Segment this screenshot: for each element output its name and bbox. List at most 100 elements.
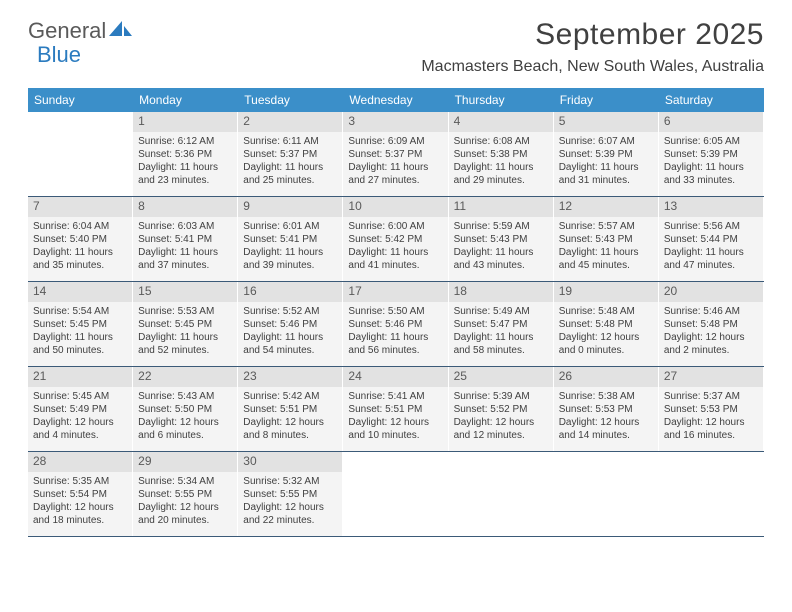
day-cell: 20 Sunrise: 5:46 AMSunset: 5:48 PMDayligh… bbox=[659, 282, 764, 366]
daylight-text: Daylight: 12 hours bbox=[348, 416, 442, 429]
daylight-text: and 43 minutes. bbox=[454, 259, 548, 272]
sunset-text: Sunset: 5:41 PM bbox=[243, 233, 337, 246]
sunset-text: Sunset: 5:53 PM bbox=[559, 403, 653, 416]
sunset-text: Sunset: 5:49 PM bbox=[33, 403, 127, 416]
day-cell: 22Sunrise: 5:43 AMSunset: 5:50 PMDayligh… bbox=[133, 367, 238, 451]
daylight-text: and 50 minutes. bbox=[33, 344, 127, 357]
day-number: 22 bbox=[133, 367, 237, 387]
daylight-text: and 20 minutes. bbox=[138, 514, 232, 527]
day-cell: 21Sunrise: 5:45 AMSunset: 5:49 PMDayligh… bbox=[28, 367, 133, 451]
empty-cell bbox=[659, 452, 764, 536]
day-cell: 29Sunrise: 5:34 AMSunset: 5:55 PMDayligh… bbox=[133, 452, 238, 536]
sunrise-text: Sunrise: 6:05 AM bbox=[664, 135, 758, 148]
day-cell: 14Sunrise: 5:54 AMSunset: 5:45 PMDayligh… bbox=[28, 282, 133, 366]
sunrise-text: Sunrise: 5:56 AM bbox=[664, 220, 758, 233]
sunrise-text: Sunrise: 6:03 AM bbox=[138, 220, 232, 233]
day-number: 3 bbox=[343, 112, 447, 132]
daylight-text: Daylight: 11 hours bbox=[243, 246, 337, 259]
day-number: 20 bbox=[659, 282, 763, 302]
sunrise-text: Sunrise: 5:53 AM bbox=[138, 305, 232, 318]
day-cell: 27Sunrise: 5:37 AMSunset: 5:53 PMDayligh… bbox=[659, 367, 764, 451]
sunrise-text: Sunrise: 6:11 AM bbox=[243, 135, 337, 148]
sunset-text: Sunset: 5:46 PM bbox=[243, 318, 337, 331]
sunrise-text: Sunrise: 6:04 AM bbox=[33, 220, 127, 233]
day-cell: 28Sunrise: 5:35 AMSunset: 5:54 PMDayligh… bbox=[28, 452, 133, 536]
sunset-text: Sunset: 5:52 PM bbox=[454, 403, 548, 416]
day-number: 28 bbox=[28, 452, 132, 472]
sunrise-text: Sunrise: 5:42 AM bbox=[243, 390, 337, 403]
daylight-text: Daylight: 11 hours bbox=[243, 331, 337, 344]
weekday-header-row: SundayMondayTuesdayWednesdayThursdayFrid… bbox=[28, 88, 764, 112]
day-number: 1 bbox=[133, 112, 237, 132]
daylight-text: and 6 minutes. bbox=[138, 429, 232, 442]
day-cell: 13Sunrise: 5:56 AMSunset: 5:44 PMDayligh… bbox=[659, 197, 764, 281]
daylight-text: Daylight: 11 hours bbox=[664, 161, 758, 174]
daylight-text: and 23 minutes. bbox=[138, 174, 232, 187]
daylight-text: Daylight: 11 hours bbox=[138, 246, 232, 259]
sunrise-text: Sunrise: 5:32 AM bbox=[243, 475, 337, 488]
sunset-text: Sunset: 5:54 PM bbox=[33, 488, 127, 501]
daylight-text: and 4 minutes. bbox=[33, 429, 127, 442]
daylight-text: and 18 minutes. bbox=[33, 514, 127, 527]
sunset-text: Sunset: 5:39 PM bbox=[559, 148, 653, 161]
daylight-text: Daylight: 11 hours bbox=[559, 161, 653, 174]
sunrise-text: Sunrise: 5:37 AM bbox=[664, 390, 758, 403]
sunrise-text: Sunrise: 6:08 AM bbox=[454, 135, 548, 148]
day-cell: 17Sunrise: 5:50 AMSunset: 5:46 PMDayligh… bbox=[343, 282, 448, 366]
sunset-text: Sunset: 5:45 PM bbox=[33, 318, 127, 331]
daylight-text: Daylight: 12 hours bbox=[243, 501, 337, 514]
day-number: 4 bbox=[449, 112, 553, 132]
daylight-text: Daylight: 11 hours bbox=[664, 246, 758, 259]
daylight-text: and 47 minutes. bbox=[664, 259, 758, 272]
sunrise-text: Sunrise: 6:12 AM bbox=[138, 135, 232, 148]
sunrise-text: Sunrise: 5:46 AM bbox=[664, 305, 758, 318]
day-cell: 2 Sunrise: 6:11 AMSunset: 5:37 PMDaylight… bbox=[238, 112, 343, 196]
daylight-text: and 14 minutes. bbox=[559, 429, 653, 442]
sunset-text: Sunset: 5:37 PM bbox=[243, 148, 337, 161]
day-cell: 19Sunrise: 5:48 AMSunset: 5:48 PMDayligh… bbox=[554, 282, 659, 366]
daylight-text: and 27 minutes. bbox=[348, 174, 442, 187]
weekday-header: Monday bbox=[133, 88, 238, 112]
empty-cell bbox=[554, 452, 659, 536]
daylight-text: and 2 minutes. bbox=[664, 344, 758, 357]
daylight-text: and 10 minutes. bbox=[348, 429, 442, 442]
sunrise-text: Sunrise: 5:59 AM bbox=[454, 220, 548, 233]
day-cell: 16Sunrise: 5:52 AMSunset: 5:46 PMDayligh… bbox=[238, 282, 343, 366]
sunrise-text: Sunrise: 5:34 AM bbox=[138, 475, 232, 488]
day-number: 23 bbox=[238, 367, 342, 387]
daylight-text: Daylight: 11 hours bbox=[33, 246, 127, 259]
daylight-text: Daylight: 11 hours bbox=[559, 246, 653, 259]
day-cell: 23Sunrise: 5:42 AMSunset: 5:51 PMDayligh… bbox=[238, 367, 343, 451]
daylight-text: Daylight: 11 hours bbox=[243, 161, 337, 174]
daylight-text: and 35 minutes. bbox=[33, 259, 127, 272]
day-number: 13 bbox=[659, 197, 763, 217]
daylight-text: Daylight: 11 hours bbox=[348, 246, 442, 259]
sunrise-text: Sunrise: 5:49 AM bbox=[454, 305, 548, 318]
day-number: 2 bbox=[238, 112, 342, 132]
day-cell: 24Sunrise: 5:41 AMSunset: 5:51 PMDayligh… bbox=[343, 367, 448, 451]
sunset-text: Sunset: 5:37 PM bbox=[348, 148, 442, 161]
daylight-text: and 29 minutes. bbox=[454, 174, 548, 187]
sunset-text: Sunset: 5:50 PM bbox=[138, 403, 232, 416]
day-number: 14 bbox=[28, 282, 132, 302]
daylight-text: Daylight: 11 hours bbox=[348, 161, 442, 174]
day-number: 19 bbox=[554, 282, 658, 302]
day-number: 6 bbox=[659, 112, 763, 132]
day-number: 17 bbox=[343, 282, 447, 302]
daylight-text: and 25 minutes. bbox=[243, 174, 337, 187]
daylight-text: and 41 minutes. bbox=[348, 259, 442, 272]
sunset-text: Sunset: 5:48 PM bbox=[664, 318, 758, 331]
day-number: 24 bbox=[343, 367, 447, 387]
calendar-row: 1Sunrise: 6:12 AMSunset: 5:36 PMDaylight… bbox=[28, 112, 764, 197]
header: General September 2025 Macmasters Beach,… bbox=[0, 0, 792, 82]
calendar: SundayMondayTuesdayWednesdayThursdayFrid… bbox=[28, 88, 764, 537]
weekday-header: Tuesday bbox=[238, 88, 343, 112]
logo: General bbox=[28, 18, 134, 44]
sunset-text: Sunset: 5:51 PM bbox=[243, 403, 337, 416]
daylight-text: Daylight: 12 hours bbox=[664, 331, 758, 344]
daylight-text: Daylight: 11 hours bbox=[454, 161, 548, 174]
calendar-row: 14Sunrise: 5:54 AMSunset: 5:45 PMDayligh… bbox=[28, 282, 764, 367]
day-number: 25 bbox=[449, 367, 553, 387]
sunset-text: Sunset: 5:43 PM bbox=[454, 233, 548, 246]
day-number: 18 bbox=[449, 282, 553, 302]
